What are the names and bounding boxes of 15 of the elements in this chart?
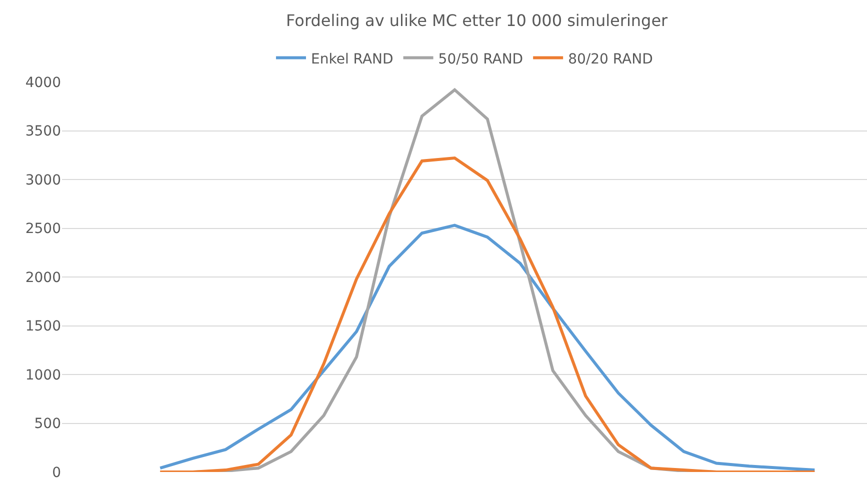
y-tick-label: 2500 bbox=[25, 221, 61, 238]
y-tick-label: 1500 bbox=[25, 318, 61, 335]
chart-title: Fordeling av ulike MC etter 10 000 simuleringer bbox=[286, 10, 668, 30]
y-tick-label: 2000 bbox=[25, 270, 61, 286]
y-tick-label: 1000 bbox=[25, 367, 61, 384]
y-tick-label: 4000 bbox=[25, 74, 61, 91]
legend-label: Enkel RAND bbox=[311, 51, 394, 68]
y-tick-label: 0 bbox=[52, 464, 61, 481]
y-tick-label: 3000 bbox=[25, 172, 61, 188]
line-series bbox=[158, 224, 816, 472]
legend-label: 50/50 RAND bbox=[438, 51, 524, 68]
y-tick-label: 3500 bbox=[25, 124, 61, 140]
line-series bbox=[158, 156, 816, 472]
legend-label: 80/20 RAND bbox=[568, 51, 653, 68]
y-tick-label: 500 bbox=[34, 416, 61, 432]
